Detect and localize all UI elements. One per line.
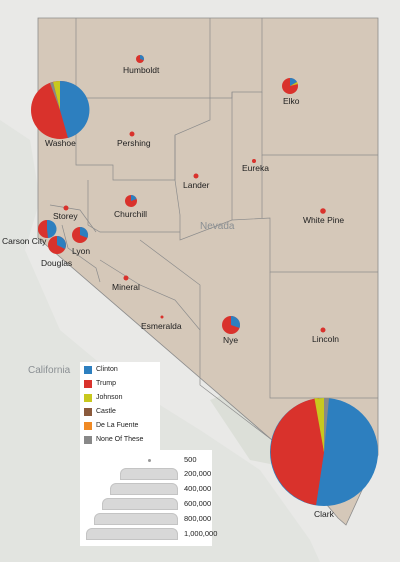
elko-marker[interactable] xyxy=(282,77,298,94)
carson-city-marker[interactable] xyxy=(38,219,57,238)
size-legend-dot xyxy=(148,459,151,462)
legend-label: Clinton xyxy=(96,366,118,373)
size-legend-row: 200,000 xyxy=(80,468,212,480)
storey-marker[interactable] xyxy=(63,205,69,211)
legend-swatch xyxy=(84,366,92,374)
lander-marker[interactable] xyxy=(193,173,199,179)
county-label-lyon: Lyon xyxy=(72,246,90,256)
county-boundaries xyxy=(49,18,378,441)
size-legend-bar xyxy=(86,528,178,540)
size-legend-row: 500 xyxy=(80,454,212,466)
legend-swatch xyxy=(84,422,92,430)
esmeralda-marker[interactable] xyxy=(160,315,164,319)
county-label-nye: Nye xyxy=(223,335,238,345)
neighbor-state-label: California xyxy=(28,365,71,376)
county-label-lincoln: Lincoln xyxy=(312,334,339,344)
vote-size-legend: 500 200,000 400,000 600,000 800,000 1,00… xyxy=(80,450,217,546)
size-legend-bar xyxy=(94,513,178,525)
legend-label: None Of These xyxy=(96,436,144,443)
county-label-pershing: Pershing xyxy=(117,138,151,148)
douglas-marker[interactable] xyxy=(48,236,66,254)
county-label-lander: Lander xyxy=(183,180,210,190)
nye-marker[interactable] xyxy=(222,315,241,334)
legend-label: Johnson xyxy=(96,394,123,401)
size-legend-label: 1,000,000 xyxy=(184,529,218,538)
size-legend-bar xyxy=(120,468,178,480)
legend-swatch xyxy=(84,394,92,402)
pershing-marker[interactable] xyxy=(129,131,135,137)
size-legend-label: 200,000 xyxy=(184,469,212,478)
state-label: Nevada xyxy=(200,221,235,232)
candidate-legend: Clinton Trump Johnson Castle De La Fuent… xyxy=(80,362,160,452)
size-legend-row: 400,000 xyxy=(80,483,212,495)
mineral-marker[interactable] xyxy=(123,275,129,281)
county-label-mineral: Mineral xyxy=(112,282,140,292)
lyon-marker[interactable] xyxy=(72,226,89,243)
legend-label: De La Fuente xyxy=(96,422,139,429)
county-label-humboldt: Humboldt xyxy=(123,65,160,75)
legend-swatch xyxy=(84,408,92,416)
county-label-white-pine: White Pine xyxy=(303,215,344,225)
county-label-douglas: Douglas xyxy=(41,258,72,268)
legend-label: Castle xyxy=(96,408,116,415)
county-label-elko: Elko xyxy=(283,96,300,106)
county-label-esmeralda: Esmeralda xyxy=(141,321,182,331)
county-label-churchill: Churchill xyxy=(114,209,147,219)
size-legend-label: 800,000 xyxy=(184,514,212,523)
legend-swatch xyxy=(84,436,92,444)
county-label-carson-city: Carson City xyxy=(2,236,47,246)
county-label-clark: Clark xyxy=(314,509,335,519)
size-legend-label: 500 xyxy=(184,455,197,464)
county-label-washoe: Washoe xyxy=(45,138,76,148)
county-label-eureka: Eureka xyxy=(242,163,269,173)
size-legend-label: 600,000 xyxy=(184,499,212,508)
county-label-storey: Storey xyxy=(53,211,78,221)
lincoln-marker[interactable] xyxy=(320,327,326,333)
washoe-marker[interactable] xyxy=(31,80,90,139)
clark-marker[interactable] xyxy=(270,396,378,506)
size-legend-bar xyxy=(110,483,178,495)
size-legend-row: 800,000 xyxy=(80,513,212,525)
eureka-marker[interactable] xyxy=(252,159,256,163)
churchill-marker[interactable] xyxy=(125,195,137,207)
size-legend-bar xyxy=(102,498,178,510)
size-legend-label: 400,000 xyxy=(184,484,212,493)
white-pine-marker[interactable] xyxy=(320,208,326,214)
humboldt-marker[interactable] xyxy=(136,55,144,63)
legend-label: Trump xyxy=(96,380,116,387)
size-legend-row: 1,000,000 xyxy=(80,528,217,540)
legend-swatch xyxy=(84,380,92,388)
size-legend-row: 600,000 xyxy=(80,498,212,510)
